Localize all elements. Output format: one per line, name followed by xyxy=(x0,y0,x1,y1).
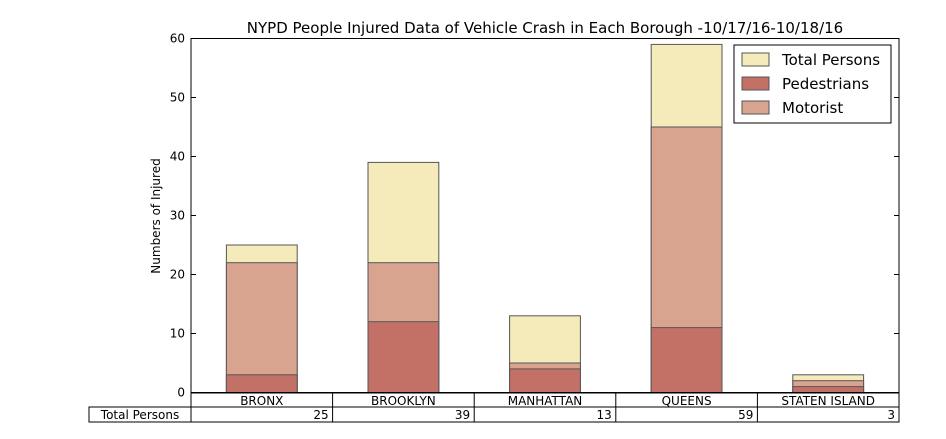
y-tick-label: 10 xyxy=(170,327,185,341)
bar-pedestrians-queens xyxy=(650,327,723,394)
table-column-header: STATEN ISLAND xyxy=(781,394,875,408)
table-column-header: BROOKLYN xyxy=(371,394,436,408)
legend-label: Total Persons xyxy=(781,51,880,69)
data-table: Total Persons BRONX 25 BROOKLYN 39 MANHATTAN… xyxy=(88,392,900,423)
bar-pedestrians-manhattan xyxy=(509,368,581,393)
y-tick-label: 20 xyxy=(170,268,185,282)
legend-items: Total Persons Pedestrians Motorist xyxy=(741,51,880,117)
bar-motorist-bronx xyxy=(225,262,298,394)
table-column-header: QUEENS xyxy=(662,394,712,408)
table-cell-value: 39 xyxy=(455,408,470,422)
table-cell-value: 3 xyxy=(887,408,895,422)
table-column-header: BRONX xyxy=(240,394,283,408)
y-tick-label: 50 xyxy=(170,91,185,105)
legend-swatch xyxy=(741,76,770,91)
legend: Total Persons Pedestrians Motorist xyxy=(733,44,892,124)
y-tick-label: 30 xyxy=(170,209,185,223)
table-cells: BRONX 25 BROOKLYN 39 MANHATTAN 13 QUEENS 59 STAT… xyxy=(240,393,895,422)
table-cell-value: 25 xyxy=(313,408,328,422)
table-cell-value: 59 xyxy=(738,408,753,422)
table-row-label: Total Persons xyxy=(100,408,179,422)
bar-pedestrians-bronx xyxy=(225,374,298,393)
y-axis: 0 10 20 30 40 50 60 xyxy=(170,32,899,400)
y-tick-label: 60 xyxy=(170,32,185,46)
y-tick-label: 40 xyxy=(170,150,185,164)
bars xyxy=(225,43,865,394)
table-cell-value: 13 xyxy=(597,408,612,422)
table-value-row xyxy=(88,406,900,423)
legend-label: Pedestrians xyxy=(782,75,869,93)
legend-swatch xyxy=(741,52,770,67)
table-column-header: MANHATTAN xyxy=(508,394,583,408)
bar-pedestrians-staten-island xyxy=(792,386,865,394)
chart-title: NYPD People Injured Data of Vehicle Cras… xyxy=(247,19,843,37)
legend-label: Motorist xyxy=(782,99,843,117)
legend-swatch xyxy=(741,100,770,115)
y-axis-label: Numbers of Injured xyxy=(149,158,163,273)
y-tick-label: 0 xyxy=(177,386,185,400)
bar-pedestrians-brooklyn xyxy=(367,321,440,394)
